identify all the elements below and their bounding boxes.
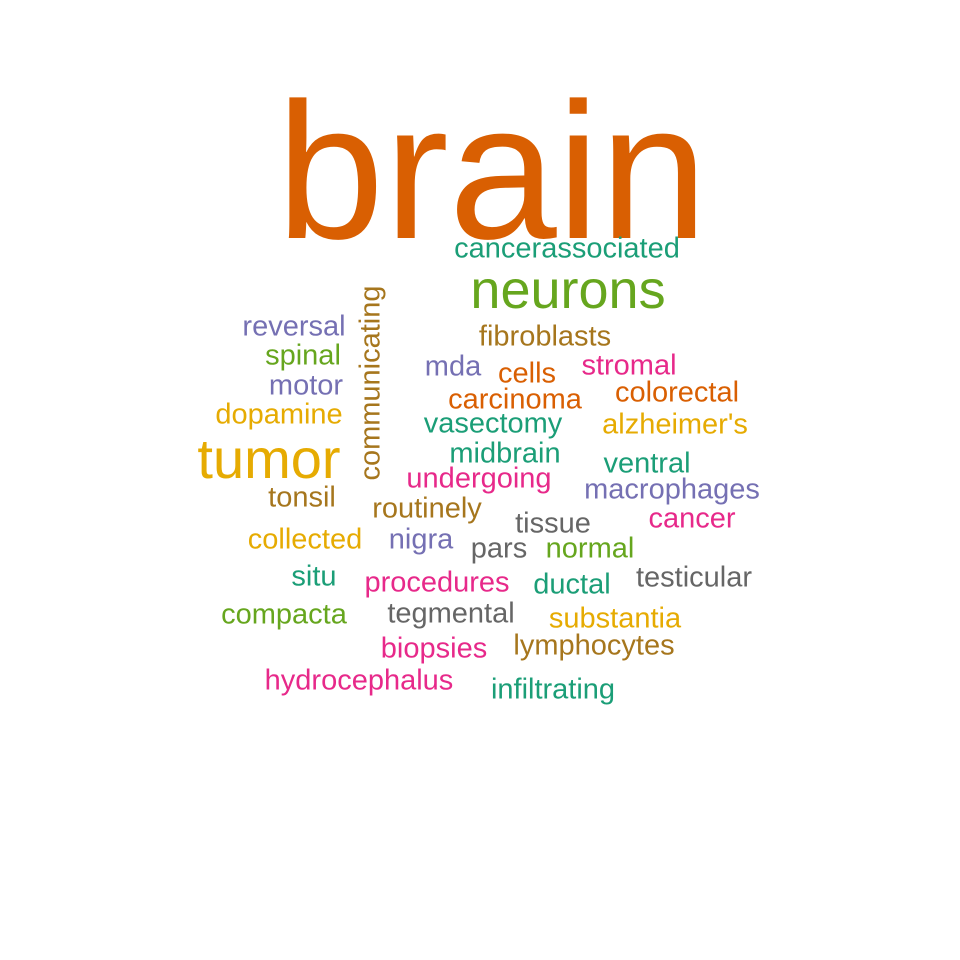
word-hydrocephalus: hydrocephalus [264, 664, 454, 697]
word-alzheimers: alzheimer's [602, 408, 748, 441]
word-undergoing: undergoing [406, 462, 552, 495]
word-dopamine: dopamine [215, 398, 343, 431]
word-biopsies: biopsies [380, 632, 488, 665]
word-macrophages: macrophages [584, 473, 760, 506]
word-cancerassociated: cancerassociated [454, 232, 680, 265]
word-vasectomy: vasectomy [423, 407, 563, 440]
word-tissue: tissue [515, 507, 591, 540]
word-carcinoma: carcinoma [448, 383, 582, 416]
word-stromal: stromal [581, 349, 677, 382]
word-fibroblasts: fibroblasts [478, 320, 612, 353]
word-lymphocytes: lymphocytes [513, 629, 675, 662]
word-cells: cells [497, 357, 557, 390]
word-infiltrating: infiltrating [490, 673, 616, 706]
word-brain: brain [276, 63, 708, 280]
word-reversal: reversal [242, 310, 346, 343]
word-collected: collected [247, 523, 363, 556]
word-neurons: neurons [470, 260, 666, 320]
word-communicating: communicating [354, 285, 387, 481]
word-colorectal: colorectal [614, 376, 740, 409]
word-compacta: compacta [221, 598, 347, 631]
word-pars: pars [470, 532, 528, 565]
word-procedures: procedures [364, 566, 510, 599]
word-situ: situ [291, 560, 337, 593]
word-normal: normal [545, 532, 635, 565]
word-routinely: routinely [372, 492, 482, 525]
word-cancer: cancer [648, 502, 736, 535]
word-tegmental: tegmental [387, 597, 515, 630]
word-spinal: spinal [265, 339, 341, 372]
word-ductal: ductal [533, 568, 611, 601]
word-ventral: ventral [603, 447, 691, 480]
word-tumor: tumor [197, 427, 341, 490]
word-tonsil: tonsil [268, 481, 336, 514]
word-midbrain: midbrain [449, 437, 561, 470]
word-testicular: testicular [635, 561, 753, 594]
word-nigra: nigra [388, 523, 454, 556]
word-mda: mda [424, 350, 482, 383]
word-substantia: substantia [548, 602, 682, 635]
word-motor: motor [268, 369, 344, 402]
